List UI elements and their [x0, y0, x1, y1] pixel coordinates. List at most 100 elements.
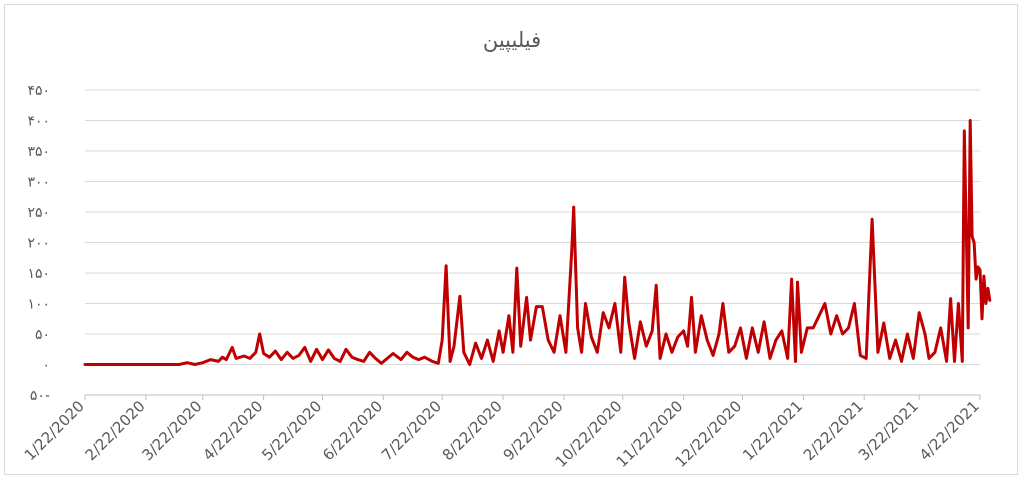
data-point	[682, 330, 685, 332]
data-point	[659, 357, 661, 360]
data-point	[412, 356, 414, 359]
data-point	[512, 351, 514, 354]
data-point	[983, 275, 985, 277]
data-point	[665, 333, 667, 335]
y-tick-label: ۴۰۰	[27, 114, 50, 130]
data-point	[274, 350, 277, 352]
data-point	[225, 358, 228, 361]
data-point	[437, 362, 440, 365]
x-axis: 1/22/20202/22/20203/22/20204/22/20205/22…	[21, 394, 983, 471]
data-point	[304, 346, 306, 349]
data-point	[939, 327, 942, 329]
data-point	[769, 357, 771, 360]
data-point	[315, 348, 318, 351]
data-point	[733, 345, 736, 348]
data-point	[280, 358, 283, 361]
data-point	[686, 345, 689, 348]
data-point	[516, 267, 518, 269]
data-point	[194, 363, 196, 366]
data-point	[590, 336, 593, 338]
data-point	[977, 266, 979, 268]
data-point	[739, 327, 742, 329]
x-tick-label: 3/22/2020	[138, 397, 205, 464]
data-point	[975, 278, 977, 280]
data-point	[449, 360, 451, 363]
data-point	[745, 357, 748, 360]
data-point	[535, 305, 538, 308]
data-point	[231, 346, 233, 349]
y-tick-label: ۵۰	[35, 327, 50, 343]
data-point	[386, 357, 389, 360]
data-point	[362, 360, 365, 363]
x-tick-label: 4/22/2020	[199, 397, 266, 464]
data-point	[357, 358, 359, 361]
data-point	[800, 351, 803, 354]
data-point	[623, 276, 626, 279]
data-point	[794, 360, 797, 363]
data-point	[751, 327, 754, 329]
data-point	[406, 351, 408, 354]
data-point	[888, 357, 891, 360]
data-point	[835, 314, 838, 317]
data-point	[333, 357, 336, 360]
data-point	[706, 339, 708, 341]
data-point	[345, 348, 347, 351]
data-point	[934, 351, 936, 354]
data-point	[790, 278, 793, 280]
data-point	[967, 327, 969, 329]
data-point	[763, 321, 765, 323]
y-tick-label: ۴۵۰	[27, 83, 50, 99]
data-point	[912, 357, 915, 360]
data-point	[221, 356, 224, 359]
data-point	[775, 339, 777, 341]
data-point	[781, 330, 783, 332]
y-tick-label: ۳۰۰	[27, 175, 50, 191]
x-tick-label: 8/22/2020	[439, 397, 506, 464]
data-point	[645, 345, 648, 348]
data-point	[871, 218, 873, 221]
data-point	[883, 322, 885, 324]
data-point	[572, 206, 575, 208]
data-point	[633, 357, 636, 360]
y-tick-label: ۱۰۰	[27, 297, 50, 313]
data-point	[258, 333, 261, 335]
data-point	[918, 311, 920, 314]
gridlines	[85, 89, 980, 365]
data-point	[806, 327, 809, 329]
data-point	[812, 327, 814, 329]
data-point	[431, 360, 434, 363]
data-point	[209, 358, 212, 361]
data-point	[627, 321, 630, 323]
data-point	[445, 264, 447, 267]
y-tick-label: ۱۵۰	[27, 266, 50, 282]
data-point	[690, 296, 693, 299]
data-point	[651, 330, 653, 332]
x-tick-label: 1/22/2021	[739, 397, 806, 464]
data-point	[463, 351, 465, 354]
data-point	[841, 333, 844, 335]
data-point	[480, 357, 483, 360]
data-point	[655, 284, 657, 287]
x-tick-label: 4/22/2021	[916, 397, 983, 464]
data-point	[671, 351, 673, 354]
data-point	[973, 241, 975, 244]
data-point	[492, 360, 495, 363]
data-point	[84, 363, 86, 366]
data-point	[830, 333, 832, 335]
data-point	[186, 361, 188, 364]
data-point	[525, 296, 528, 299]
data-point	[202, 361, 204, 364]
data-point	[963, 130, 966, 132]
data-point	[894, 339, 897, 341]
data-point	[818, 314, 820, 317]
data-point	[339, 360, 342, 363]
data-point	[380, 362, 383, 365]
data-point	[178, 363, 180, 366]
data-point	[949, 297, 952, 300]
data-point	[298, 354, 300, 357]
data-point	[459, 295, 461, 298]
data-point	[786, 357, 789, 360]
data-point	[374, 357, 377, 360]
data-point	[553, 351, 555, 354]
data-point	[255, 351, 257, 354]
